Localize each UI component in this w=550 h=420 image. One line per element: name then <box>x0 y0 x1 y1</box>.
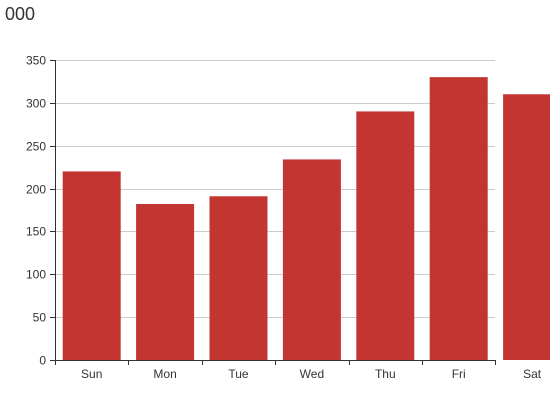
x-tick-label: Mon <box>153 367 176 381</box>
x-tick-label: Wed <box>300 367 324 381</box>
bar <box>282 159 341 360</box>
y-tick-label: 50 <box>33 311 47 325</box>
x-tick-label: Sun <box>81 367 102 381</box>
x-tick-label: Tue <box>228 367 249 381</box>
bars-layer <box>62 77 550 361</box>
bar <box>136 204 195 360</box>
y-tick-label: 150 <box>26 225 46 239</box>
y-tick-label: 100 <box>26 268 46 282</box>
bar <box>209 196 268 360</box>
y-tick-label: 200 <box>26 183 46 197</box>
bar <box>503 94 550 361</box>
bar <box>429 77 488 361</box>
y-tick-label: 300 <box>26 97 46 111</box>
bar <box>356 111 415 360</box>
grid-layer <box>55 60 495 318</box>
x-tick-label: Sat <box>523 367 542 381</box>
x-tick-label: Fri <box>452 367 466 381</box>
axis-layer: 0 50 100 150 200 250 300 350 Sun Mon Tue Wed Thu Fri S… <box>26 54 542 382</box>
y-tick-label: 250 <box>26 140 46 154</box>
bar <box>62 171 121 360</box>
x-tick-label: Thu <box>375 367 396 381</box>
y-tick-label: 350 <box>26 54 46 68</box>
y-tick-label: 0 <box>39 354 46 368</box>
chart-title: 000 <box>5 4 36 24</box>
